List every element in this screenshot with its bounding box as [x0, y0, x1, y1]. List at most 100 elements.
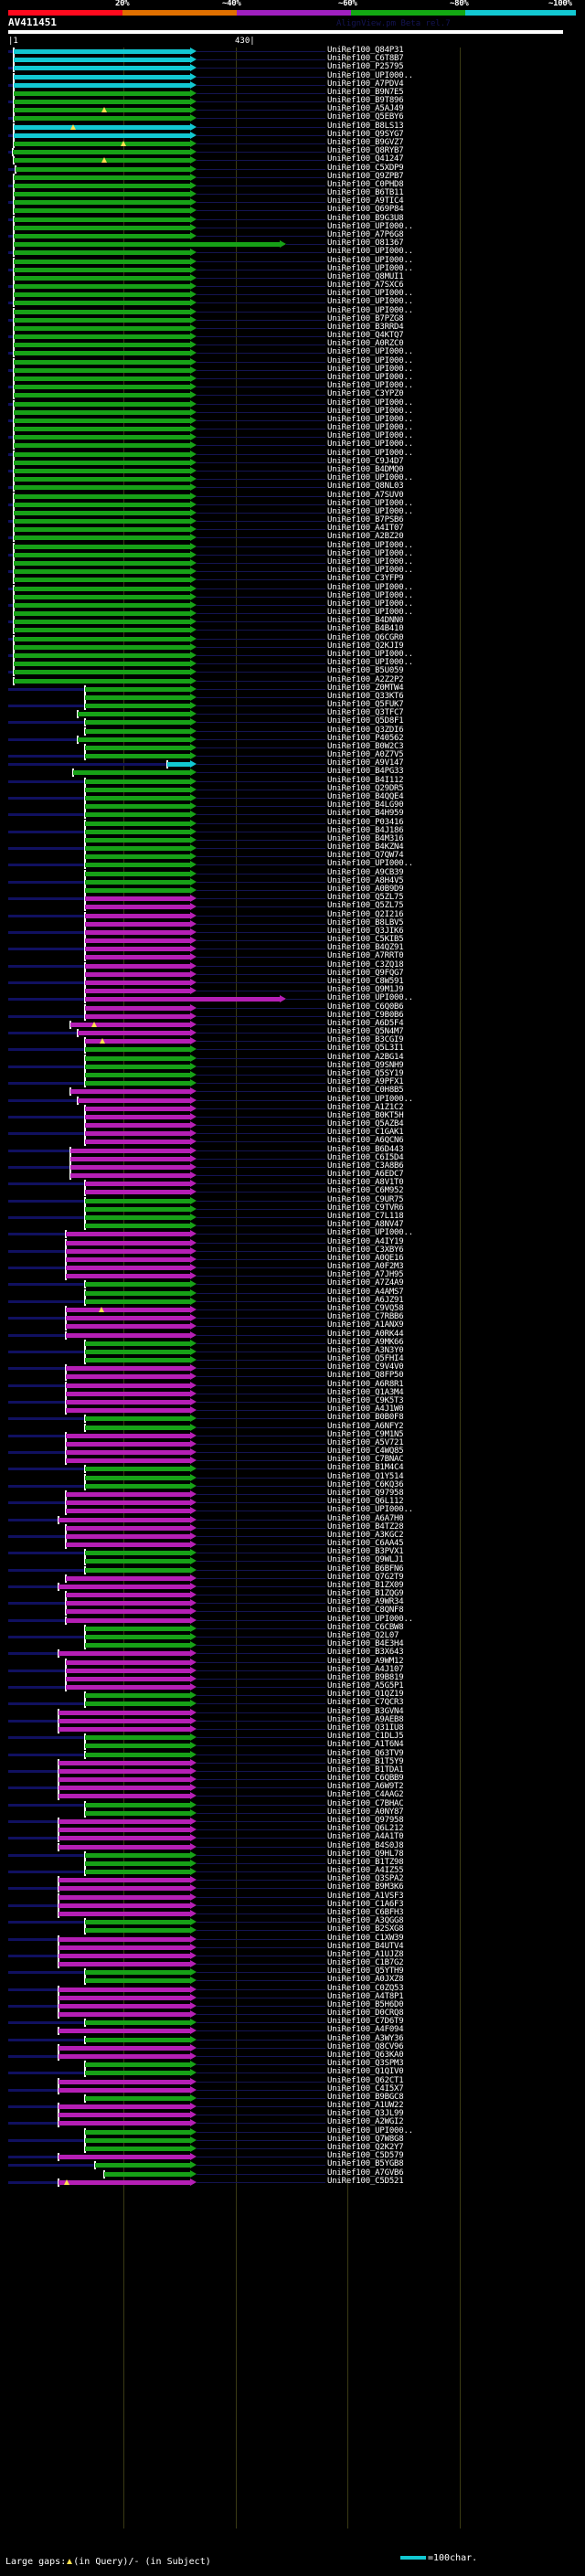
hsp-bar[interactable]: [14, 367, 190, 373]
hsp-bar[interactable]: [85, 1551, 190, 1556]
alignment-row[interactable]: UniRef100_Q5N4M7: [0, 1027, 585, 1038]
subject-label[interactable]: UniRef100_C9J4D7: [327, 456, 404, 466]
alignment-row[interactable]: UniRef100_A2BG14: [0, 1052, 585, 1063]
alignment-row[interactable]: UniRef100_Q9ZPB7: [0, 172, 585, 182]
alignment-row[interactable]: UniRef100_Q63TV9: [0, 1749, 585, 1759]
hsp-bar[interactable]: [14, 309, 190, 314]
hsp-bar[interactable]: [85, 971, 190, 977]
alignment-row[interactable]: UniRef100_C0PHD8: [0, 180, 585, 190]
hsp-bar[interactable]: [14, 359, 190, 365]
hsp-bar[interactable]: [14, 510, 190, 515]
subject-label[interactable]: UniRef100_UPI000..: [327, 297, 413, 307]
subject-label[interactable]: UniRef100_C9M1N5: [327, 1429, 404, 1439]
subject-label[interactable]: UniRef100_UPI000..: [327, 557, 413, 567]
subject-label[interactable]: UniRef100_B0W2C3: [327, 741, 404, 751]
hsp-bar[interactable]: [14, 670, 190, 675]
subject-label[interactable]: UniRef100_Q2L07: [327, 1631, 399, 1641]
alignment-row[interactable]: UniRef100_UPI000..: [0, 599, 585, 610]
hsp-bar[interactable]: [14, 552, 190, 557]
alignment-row[interactable]: UniRef100_C3A8B6: [0, 1161, 585, 1171]
hsp-bar[interactable]: [14, 636, 190, 641]
alignment-row[interactable]: UniRef100_A0JXZ8: [0, 1975, 585, 1986]
subject-label[interactable]: UniRef100_C6I5D4: [327, 1152, 404, 1162]
hsp-bar[interactable]: [85, 1358, 190, 1363]
hsp-bar[interactable]: [58, 2003, 190, 2009]
alignment-row[interactable]: UniRef100_B4DMQ0: [0, 465, 585, 475]
hsp-bar[interactable]: [65, 1266, 190, 1271]
alignment-row[interactable]: UniRef100_A0RK44: [0, 1330, 585, 1340]
subject-label[interactable]: UniRef100_B1TZ98: [327, 1857, 404, 1867]
hsp-bar[interactable]: [85, 1701, 190, 1707]
hsp-bar[interactable]: [14, 401, 190, 407]
hsp-bar[interactable]: [85, 1425, 190, 1430]
alignment-row[interactable]: UniRef100_UPI000..: [0, 347, 585, 358]
hsp-bar[interactable]: [94, 2163, 190, 2168]
alignment-row[interactable]: UniRef100_A4IZ55: [0, 1866, 585, 1877]
subject-label[interactable]: UniRef100_Q6CGR0: [327, 632, 404, 642]
hsp-bar[interactable]: [85, 1198, 190, 1203]
hsp-bar[interactable]: [85, 1013, 190, 1019]
alignment-row[interactable]: UniRef100_A1UW22: [0, 2101, 585, 2112]
hsp-bar[interactable]: [85, 1626, 190, 1631]
alignment-row[interactable]: UniRef100_UPI000..: [0, 608, 585, 619]
subject-label[interactable]: UniRef100_A9CB39: [327, 867, 404, 877]
subject-label[interactable]: UniRef100_B5H6D0: [327, 1999, 404, 2009]
alignment-row[interactable]: UniRef100_Q41247: [0, 154, 585, 165]
subject-label[interactable]: UniRef100_B1T5Y9: [327, 1756, 404, 1766]
alignment-row[interactable]: UniRef100_Q31IU8: [0, 1723, 585, 1733]
alignment-row[interactable]: UniRef100_Q84P31: [0, 46, 585, 56]
alignment-row[interactable]: UniRef100_Q29DR5: [0, 784, 585, 794]
hsp-bar[interactable]: [85, 854, 190, 860]
alignment-row[interactable]: UniRef100_A6A7H0: [0, 1514, 585, 1524]
alignment-row[interactable]: UniRef100_Q2K2Y7: [0, 2143, 585, 2153]
subject-label[interactable]: UniRef100_Q5N4M7: [327, 1027, 404, 1037]
subject-label[interactable]: UniRef100_C3YFP9: [327, 574, 404, 584]
hsp-bar[interactable]: [85, 2062, 190, 2068]
subject-label[interactable]: UniRef100_A2BG14: [327, 1052, 404, 1062]
alignment-row[interactable]: UniRef100_UPI000..: [0, 222, 585, 232]
hsp-bar[interactable]: [85, 1123, 190, 1129]
subject-label[interactable]: UniRef100_UPI000..: [327, 373, 413, 383]
alignment-row[interactable]: UniRef100_UPI000..: [0, 583, 585, 593]
subject-label[interactable]: UniRef100_B0KT5H: [327, 1110, 404, 1120]
alignment-row[interactable]: UniRef100_B9M3K6: [0, 1882, 585, 1893]
hsp-bar[interactable]: [85, 1055, 190, 1061]
alignment-row[interactable]: UniRef100_UPI000..: [0, 566, 585, 577]
alignment-row[interactable]: UniRef100_A7P6G8: [0, 230, 585, 240]
hsp-bar[interactable]: [85, 1475, 190, 1480]
alignment-row[interactable]: UniRef100_Q9SYG7: [0, 130, 585, 140]
subject-label[interactable]: UniRef100_Q5FUK7: [327, 700, 404, 710]
subject-label[interactable]: UniRef100_Q3ZDI6: [327, 725, 404, 735]
hsp-bar[interactable]: [58, 1517, 190, 1522]
subject-label[interactable]: UniRef100_B1M4C4: [327, 1463, 404, 1473]
subject-label[interactable]: UniRef100_B9T896: [327, 96, 404, 106]
alignment-row[interactable]: UniRef100_Z0MTW4: [0, 684, 585, 694]
subject-label[interactable]: UniRef100_Q97958: [327, 1488, 404, 1498]
alignment-row[interactable]: UniRef100_A7GVB6: [0, 2168, 585, 2178]
alignment-row[interactable]: UniRef100_Q7G2T9: [0, 1573, 585, 1583]
subject-label[interactable]: UniRef100_UPI000..: [327, 1228, 413, 1238]
alignment-row[interactable]: UniRef100_Q6CGR0: [0, 632, 585, 643]
hsp-bar[interactable]: [58, 1987, 190, 1992]
alignment-row[interactable]: UniRef100_A0Z7V5: [0, 750, 585, 761]
alignment-row[interactable]: UniRef100_C7L118: [0, 1212, 585, 1223]
hsp-bar[interactable]: [85, 1693, 190, 1699]
subject-label[interactable]: UniRef100_Q63KA0: [327, 2051, 404, 2061]
hsp-bar[interactable]: [103, 2171, 190, 2177]
hsp-bar[interactable]: [14, 535, 190, 541]
hsp-bar[interactable]: [65, 1391, 190, 1396]
hsp-bar[interactable]: [85, 694, 190, 700]
alignment-row[interactable]: UniRef100_B7PSB6: [0, 515, 585, 526]
subject-label[interactable]: UniRef100_B3RRD4: [327, 322, 404, 332]
hsp-bar[interactable]: [14, 141, 190, 146]
hsp-bar[interactable]: [14, 544, 190, 549]
hsp-bar[interactable]: [65, 1458, 190, 1464]
subject-label[interactable]: UniRef100_Q5AZB4: [327, 1119, 404, 1129]
hsp-bar[interactable]: [65, 1676, 190, 1681]
subject-label[interactable]: UniRef100_Q9SNH9: [327, 1060, 404, 1070]
hsp-bar[interactable]: [14, 652, 190, 658]
hsp-bar[interactable]: [14, 602, 190, 608]
subject-label[interactable]: UniRef100_UPI000..: [327, 2125, 413, 2136]
subject-label[interactable]: UniRef100_UPI000..: [327, 70, 413, 80]
subject-label[interactable]: UniRef100_Q1QIV0: [327, 2067, 404, 2077]
